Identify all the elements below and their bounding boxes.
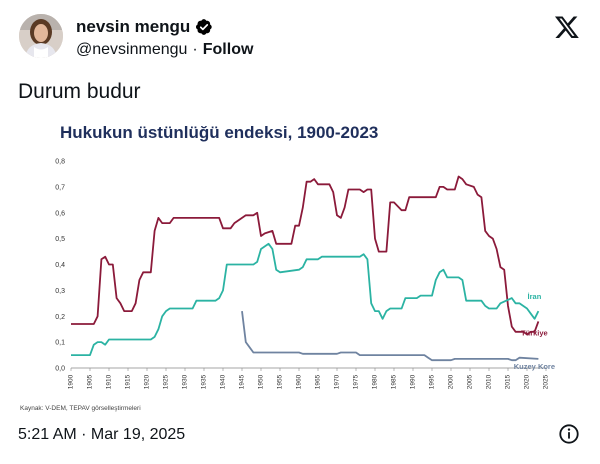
x-tick-label: 1920: [144, 374, 151, 389]
x-tick-label: 1955: [277, 374, 284, 389]
tweet-media-chart[interactable]: Hukukun üstünlüğü endeksi, 1900-2023 0,0…: [16, 108, 584, 426]
display-name[interactable]: nevsin mengu: [76, 17, 191, 36]
series-line: [71, 242, 540, 356]
separator: ·: [192, 41, 198, 58]
y-tick-label: 0,8: [55, 159, 65, 166]
x-tick-label: 1945: [239, 374, 246, 389]
handle[interactable]: @nevsinmengu: [76, 41, 188, 58]
rule-of-law-chart: Hukukun üstünlüğü endeksi, 1900-2023 0,0…: [20, 123, 555, 412]
author-name-row: nevsin mengu: [76, 17, 213, 37]
x-tick-label: 1970: [334, 374, 341, 389]
x-tick-label: 1935: [201, 374, 208, 389]
y-tick-label: 0,4: [55, 262, 65, 269]
y-tick-label: 0,5: [55, 236, 65, 243]
series-line: [71, 175, 540, 336]
chart-series: [71, 175, 540, 362]
x-tick-label: 1995: [429, 374, 436, 389]
series-label: Türkiye: [521, 328, 548, 337]
chart-axes: 0,0 0,1 0,2 0,3 0,4 0,5 0,6 0,7 0,8 1900 1905 1910 1…: [55, 159, 549, 390]
x-tick-label: 1905: [87, 374, 94, 389]
x-tick-label: 2005: [467, 374, 474, 389]
y-tick-label: 0,2: [55, 314, 65, 321]
x-tick-label: 2025: [543, 374, 550, 389]
x-tick-label: 1980: [372, 374, 379, 389]
chart-title: Hukukun üstünlüğü endeksi, 1900-2023: [60, 123, 378, 142]
x-tick-label: 2010: [486, 374, 493, 389]
x-tick-label: 2000: [448, 374, 455, 389]
y-tick-label: 0,1: [55, 340, 65, 347]
x-tick-label: 1950: [258, 374, 265, 389]
chart-source: Kaynak: V-DEM, TEPAV görselleştirmeleri: [20, 405, 141, 412]
series-label: İran: [528, 292, 542, 301]
x-tick-label: 1960: [296, 374, 303, 389]
y-tick-label: 0,6: [55, 210, 65, 217]
x-tick-label: 2015: [505, 374, 512, 389]
x-tick-label: 1975: [353, 374, 360, 389]
x-tick-label: 1925: [163, 374, 170, 389]
avatar[interactable]: [19, 14, 63, 58]
follow-button[interactable]: Follow: [202, 41, 254, 58]
x-tick-label: 1900: [68, 374, 75, 389]
series-label: Kuzey Kore: [514, 362, 555, 371]
verified-badge-icon: [195, 18, 213, 36]
x-logo-icon[interactable]: [554, 14, 580, 40]
info-icon[interactable]: [558, 423, 580, 445]
handle-row: @nevsinmengu · Follow: [76, 40, 253, 60]
tweet-text: Durum budur: [18, 80, 141, 103]
y-tick-label: 0,3: [55, 288, 65, 295]
x-tick-label: 1915: [125, 374, 132, 389]
x-tick-label: 1965: [315, 374, 322, 389]
y-tick-label: 0,0: [55, 366, 65, 373]
x-tick-label: 1930: [182, 374, 189, 389]
avatar-image: [19, 14, 63, 58]
series-line: [241, 310, 539, 362]
y-tick-label: 0,7: [55, 184, 65, 191]
x-tick-label: 1940: [220, 374, 227, 389]
chart-legend-labels: Türkiye İran Kuzey Kore: [514, 292, 555, 371]
x-tick-label: 1990: [410, 374, 417, 389]
timestamp[interactable]: 5:21 AM · Mar 19, 2025: [18, 426, 186, 443]
x-tick-label: 1910: [106, 374, 113, 389]
x-tick-label: 1985: [391, 374, 398, 389]
x-tick-label: 2020: [524, 374, 531, 389]
